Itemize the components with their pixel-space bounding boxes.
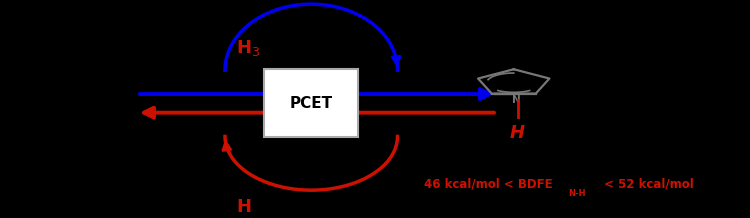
Text: N-H: N-H <box>568 189 586 198</box>
Text: H: H <box>236 198 251 216</box>
Text: 46 kcal/mol < BDFE: 46 kcal/mol < BDFE <box>424 177 552 190</box>
FancyBboxPatch shape <box>264 69 358 138</box>
Text: H: H <box>510 124 525 142</box>
Text: < 52 kcal/mol: < 52 kcal/mol <box>600 177 694 190</box>
Polygon shape <box>0 6 169 201</box>
Text: H$_3$: H$_3$ <box>236 38 260 58</box>
Text: PCET: PCET <box>290 96 333 111</box>
Text: N: N <box>512 95 520 105</box>
